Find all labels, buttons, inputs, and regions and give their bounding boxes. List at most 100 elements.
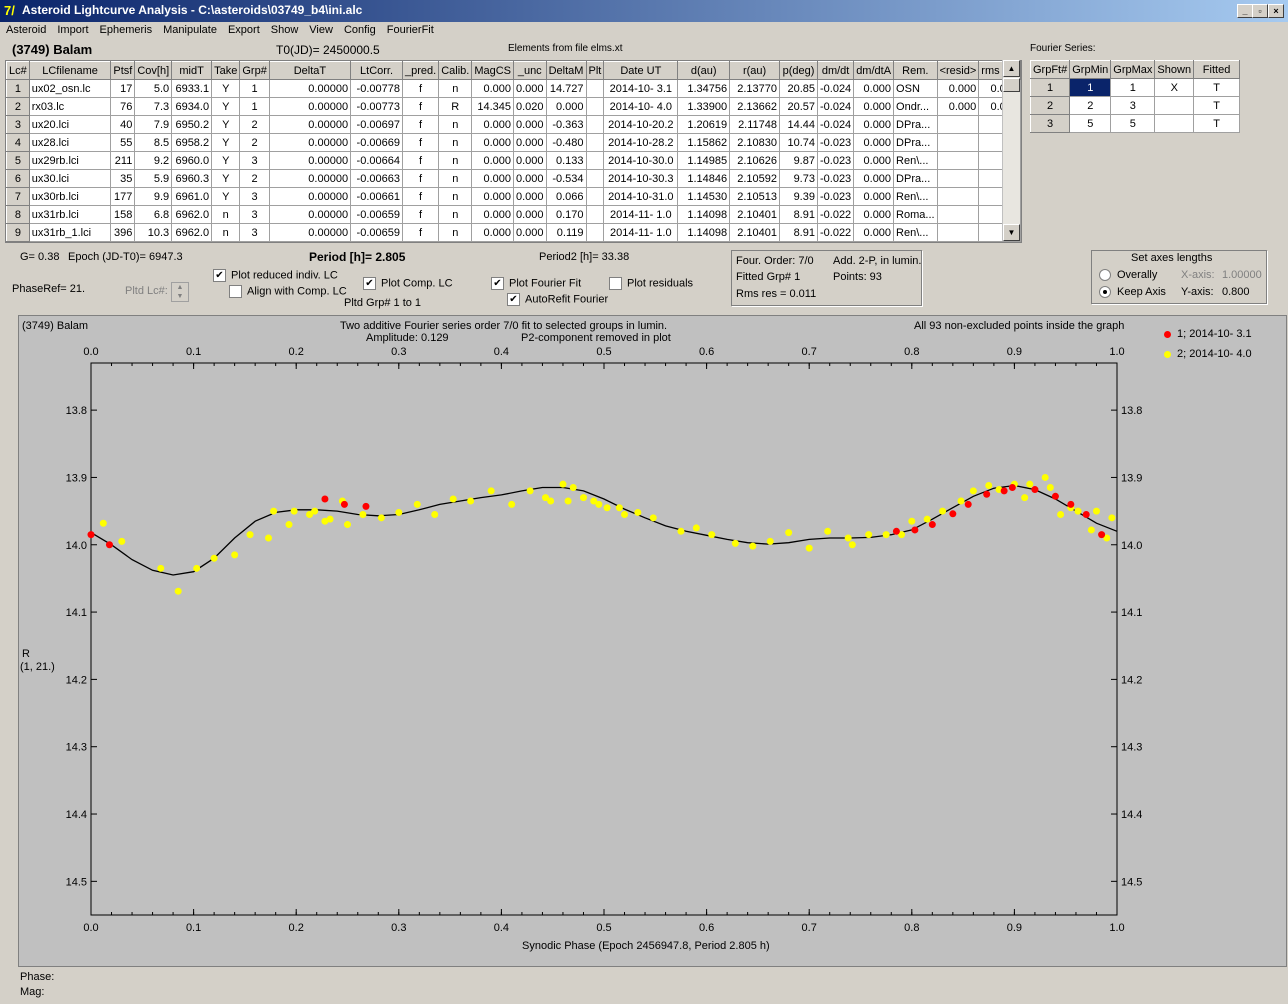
table-cell[interactable]: 0.000 xyxy=(853,97,895,116)
column-header[interactable]: Lc# xyxy=(6,61,30,80)
table-cell[interactable]: 0.000 xyxy=(471,133,514,152)
table-row[interactable]: 3 ux20.lci 40 7.9 6950.2 Y 2 0.00000 -0.00697 f n 0… xyxy=(6,115,1021,134)
table-cell[interactable]: -0.024 xyxy=(816,97,855,116)
table-cell[interactable]: Roma... xyxy=(893,205,938,224)
table-cell[interactable]: 0.170 xyxy=(545,205,587,224)
table-cell[interactable]: 0.000 xyxy=(471,169,514,188)
column-header[interactable]: Grp# xyxy=(239,61,270,80)
column-header[interactable]: Cov[h] xyxy=(134,61,173,80)
table-cell[interactable]: 8.91 xyxy=(779,223,818,242)
table-cell[interactable]: 1.20619 xyxy=(677,115,731,134)
table-cell[interactable]: 6962.0 xyxy=(171,223,213,242)
table-scrollbar[interactable]: ▲ ▼ xyxy=(1002,60,1020,241)
overally-radio[interactable]: Overally xyxy=(1099,269,1157,282)
column-header[interactable]: Take xyxy=(211,61,241,80)
table-cell[interactable]: 14.345 xyxy=(471,97,514,116)
row-header[interactable]: 2 xyxy=(1029,96,1071,115)
table-cell[interactable]: ux28.lci xyxy=(28,133,112,152)
menu-config[interactable]: Config xyxy=(343,24,376,36)
table-cell[interactable]: 40 xyxy=(110,115,136,134)
column-header[interactable]: LtCorr. xyxy=(350,61,403,80)
table-cell[interactable]: 6962.0 xyxy=(171,205,213,224)
menu-view[interactable]: View xyxy=(309,24,333,36)
table-cell[interactable]: 6933.1 xyxy=(171,79,213,98)
table-cell[interactable]: 76 xyxy=(110,97,136,116)
table-row[interactable]: 2 rx03.lc 76 7.3 6934.0 Y 1 0.00000 -0.00773 f R 14… xyxy=(6,97,1021,116)
table-cell[interactable]: 0.133 xyxy=(545,151,587,170)
table-cell[interactable]: 5 xyxy=(1069,114,1112,133)
column-header[interactable]: <resid> xyxy=(936,61,980,80)
yaxis-value[interactable]: 0.800 xyxy=(1222,286,1250,298)
table-cell[interactable]: n xyxy=(211,223,241,242)
table-cell[interactable]: -0.023 xyxy=(816,187,855,206)
table-cell[interactable]: 2.10401 xyxy=(729,205,781,224)
menu-asteroid[interactable]: Asteroid xyxy=(6,24,47,36)
table-cell[interactable]: 158 xyxy=(110,205,136,224)
menu-ephemeris[interactable]: Ephemeris xyxy=(99,24,153,36)
table-cell[interactable]: 1 xyxy=(1069,78,1112,97)
table-cell[interactable]: -0.022 xyxy=(816,223,855,242)
menu-manipulate[interactable]: Manipulate xyxy=(163,24,217,36)
table-cell[interactable]: n xyxy=(438,223,473,242)
table-cell[interactable]: 6958.2 xyxy=(171,133,213,152)
row-header[interactable]: 3 xyxy=(1029,114,1071,133)
table-cell[interactable]: 0.066 xyxy=(545,187,587,206)
table-cell[interactable]: 1.14846 xyxy=(677,169,731,188)
table-cell[interactable]: -0.024 xyxy=(816,79,855,98)
table-cell[interactable]: 0.000 xyxy=(471,223,514,242)
row-header[interactable]: 5 xyxy=(6,151,30,170)
table-cell[interactable]: 8.91 xyxy=(779,205,818,224)
menu-import[interactable]: Import xyxy=(57,24,89,36)
column-header[interactable]: Shown xyxy=(1154,60,1195,79)
column-header[interactable]: Plt xyxy=(585,61,605,80)
table-cell[interactable]: 10.74 xyxy=(779,133,818,152)
table-row[interactable]: 7 ux30rb.lci 177 9.9 6961.0 Y 3 0.00000 -0.00661… xyxy=(6,187,1021,206)
row-header[interactable]: 8 xyxy=(6,205,30,224)
table-cell[interactable]: 5 xyxy=(1110,114,1156,133)
scroll-thumb[interactable] xyxy=(1003,78,1020,92)
table-cell[interactable]: 6960.0 xyxy=(171,151,213,170)
table-cell[interactable]: 1.14098 xyxy=(677,223,731,242)
table-cell[interactable]: f xyxy=(401,223,440,242)
table-cell[interactable]: 0.000 xyxy=(853,151,895,170)
table-cell[interactable]: ux31rb_1.lci xyxy=(28,223,112,242)
menu-fourierfit[interactable]: FourierFit xyxy=(386,24,434,36)
table-cell[interactable]: 0.000 xyxy=(853,169,895,188)
table-cell[interactable]: 0.000 xyxy=(513,223,547,242)
table-cell[interactable]: 6961.0 xyxy=(171,187,213,206)
table-cell[interactable]: 0.000 xyxy=(853,223,895,242)
row-header[interactable]: 9 xyxy=(6,223,30,242)
table-cell[interactable]: 20.57 xyxy=(779,97,818,116)
table-cell[interactable]: T xyxy=(1193,96,1241,115)
keep-axis-radio[interactable]: Keep Axis xyxy=(1099,286,1166,299)
table-cell[interactable]: 2014-11- 1.0 xyxy=(603,223,679,242)
row-header[interactable]: 6 xyxy=(6,169,30,188)
table-cell[interactable]: -0.00664 xyxy=(350,151,403,170)
table-cell[interactable]: 3 xyxy=(239,223,270,242)
plot-fourier-checkbox[interactable]: ✔ Plot Fourier Fit xyxy=(491,277,581,290)
table-cell[interactable]: -0.00659 xyxy=(350,223,403,242)
menu-show[interactable]: Show xyxy=(270,24,299,36)
column-header[interactable]: DeltaM xyxy=(545,61,587,80)
table-cell[interactable]: 0.000 xyxy=(853,133,895,152)
table-cell[interactable]: 0.00000 xyxy=(268,223,352,242)
menu-export[interactable]: Export xyxy=(227,24,260,36)
xaxis-value[interactable]: 1.00000 xyxy=(1222,269,1262,281)
column-header[interactable]: Ptsf xyxy=(110,61,136,80)
table-cell[interactable]: 6960.3 xyxy=(171,169,213,188)
table-cell[interactable]: 0.000 xyxy=(471,115,514,134)
align-comp-checkbox[interactable]: Align with Comp. LC xyxy=(229,285,347,298)
table-cell[interactable]: 0.119 xyxy=(545,223,587,242)
column-header[interactable]: r(au) xyxy=(729,61,781,80)
table-cell[interactable]: 1.14985 xyxy=(677,151,731,170)
table-cell[interactable]: 1 xyxy=(239,97,270,116)
table-row[interactable]: 4 ux28.lci 55 8.5 6958.2 Y 2 0.00000 -0.00669 f n 0… xyxy=(6,133,1021,152)
table-cell[interactable]: 0.00000 xyxy=(268,133,352,152)
column-header[interactable]: GrpMin xyxy=(1069,60,1112,79)
table-cell[interactable]: 2014-10-20.2 xyxy=(603,115,679,134)
table-cell[interactable]: 2.13662 xyxy=(729,97,781,116)
table-cell[interactable]: 0.000 xyxy=(545,97,587,116)
